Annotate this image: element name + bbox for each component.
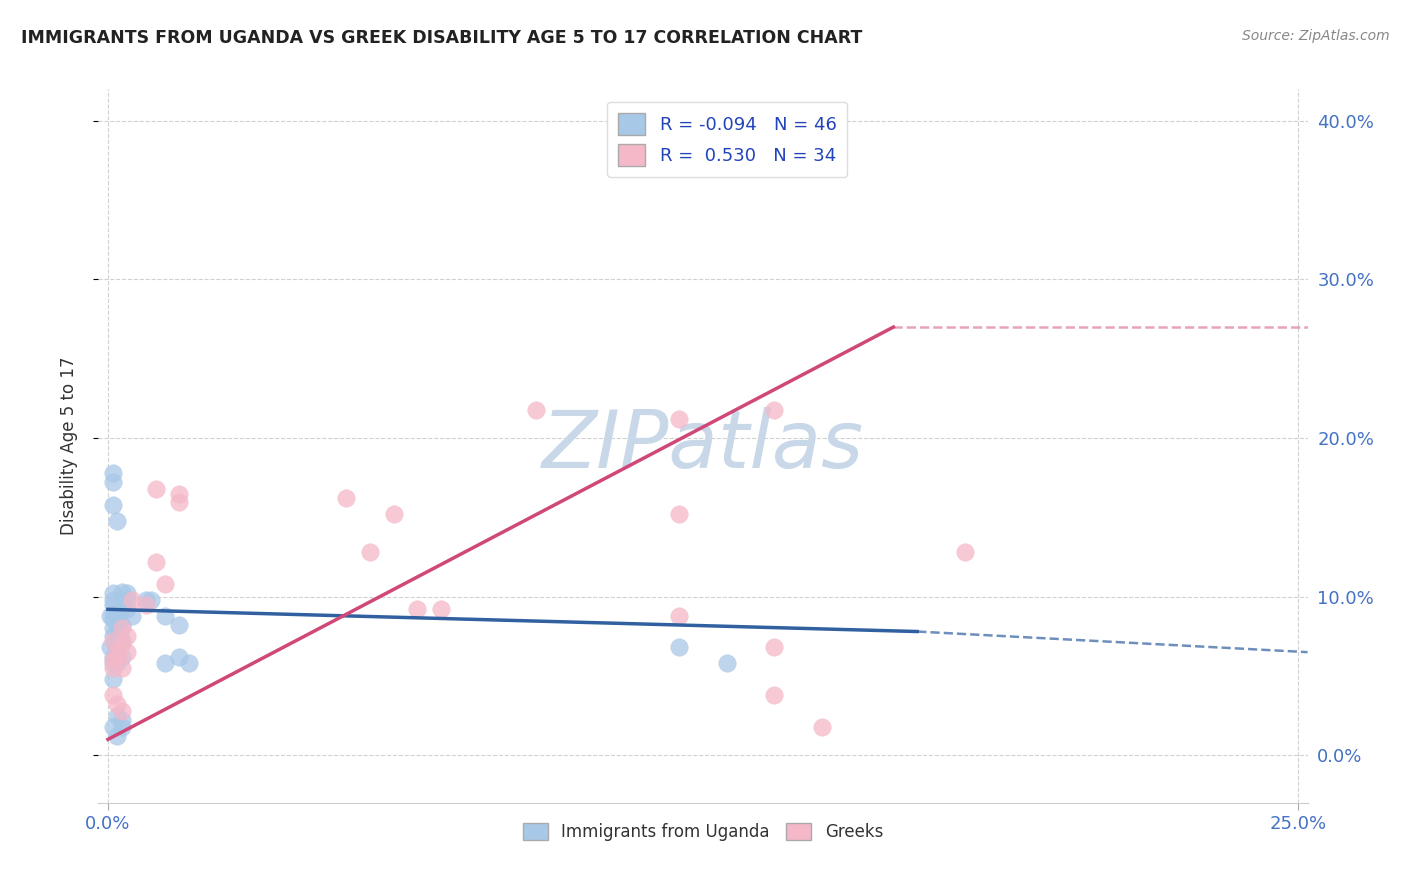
- Point: [763, 402, 786, 417]
- Point: [101, 661, 124, 675]
- Point: [406, 602, 429, 616]
- Point: [101, 672, 124, 686]
- Point: [107, 514, 129, 528]
- Point: [98, 608, 121, 623]
- Point: [115, 629, 138, 643]
- Point: [153, 577, 176, 591]
- Point: [101, 586, 124, 600]
- Point: [115, 645, 138, 659]
- Point: [524, 402, 547, 417]
- Point: [101, 498, 124, 512]
- Point: [169, 486, 191, 500]
- Point: [101, 621, 124, 635]
- Point: [135, 598, 157, 612]
- Point: [169, 618, 191, 632]
- Point: [111, 714, 134, 728]
- Point: [115, 602, 138, 616]
- Point: [121, 592, 143, 607]
- Point: [111, 720, 134, 734]
- Point: [430, 602, 453, 616]
- Point: [107, 729, 129, 743]
- Point: [121, 608, 143, 623]
- Point: [953, 545, 976, 559]
- Point: [177, 657, 200, 671]
- Point: [811, 720, 834, 734]
- Y-axis label: Disability Age 5 to 17: Disability Age 5 to 17: [59, 357, 77, 535]
- Point: [101, 657, 124, 671]
- Point: [101, 592, 124, 607]
- Point: [107, 657, 129, 671]
- Point: [101, 649, 124, 664]
- Point: [101, 606, 124, 620]
- Point: [111, 661, 134, 675]
- Point: [111, 637, 134, 651]
- Point: [101, 629, 124, 643]
- Point: [101, 634, 124, 648]
- Text: ZIPatlas: ZIPatlas: [541, 407, 865, 485]
- Point: [145, 482, 167, 496]
- Point: [335, 491, 357, 506]
- Point: [107, 708, 129, 723]
- Point: [107, 607, 129, 621]
- Point: [668, 412, 690, 426]
- Point: [111, 634, 134, 648]
- Point: [135, 592, 157, 607]
- Point: [111, 618, 134, 632]
- Point: [716, 657, 738, 671]
- Point: [107, 645, 129, 659]
- Point: [153, 657, 176, 671]
- Point: [101, 598, 124, 612]
- Point: [153, 608, 176, 623]
- Point: [101, 688, 124, 702]
- Point: [111, 585, 134, 599]
- Point: [115, 586, 138, 600]
- Point: [359, 545, 381, 559]
- Point: [107, 698, 129, 712]
- Point: [107, 618, 129, 632]
- Point: [139, 592, 162, 607]
- Point: [101, 612, 124, 626]
- Point: [101, 653, 124, 667]
- Point: [101, 475, 124, 490]
- Point: [101, 466, 124, 480]
- Point: [98, 640, 121, 655]
- Point: [111, 704, 134, 718]
- Text: Source: ZipAtlas.com: Source: ZipAtlas.com: [1241, 29, 1389, 43]
- Point: [107, 616, 129, 631]
- Point: [111, 621, 134, 635]
- Point: [668, 640, 690, 655]
- Point: [169, 649, 191, 664]
- Point: [763, 640, 786, 655]
- Point: [115, 592, 138, 607]
- Point: [145, 555, 167, 569]
- Point: [107, 624, 129, 639]
- Legend: Immigrants from Uganda, Greeks: Immigrants from Uganda, Greeks: [516, 816, 890, 848]
- Point: [668, 507, 690, 521]
- Point: [169, 494, 191, 508]
- Point: [104, 637, 127, 651]
- Point: [101, 720, 124, 734]
- Point: [107, 649, 129, 664]
- Point: [668, 608, 690, 623]
- Point: [107, 634, 129, 648]
- Point: [111, 649, 134, 664]
- Point: [763, 688, 786, 702]
- Point: [382, 507, 405, 521]
- Text: IMMIGRANTS FROM UGANDA VS GREEK DISABILITY AGE 5 TO 17 CORRELATION CHART: IMMIGRANTS FROM UGANDA VS GREEK DISABILI…: [21, 29, 862, 46]
- Point: [111, 602, 134, 616]
